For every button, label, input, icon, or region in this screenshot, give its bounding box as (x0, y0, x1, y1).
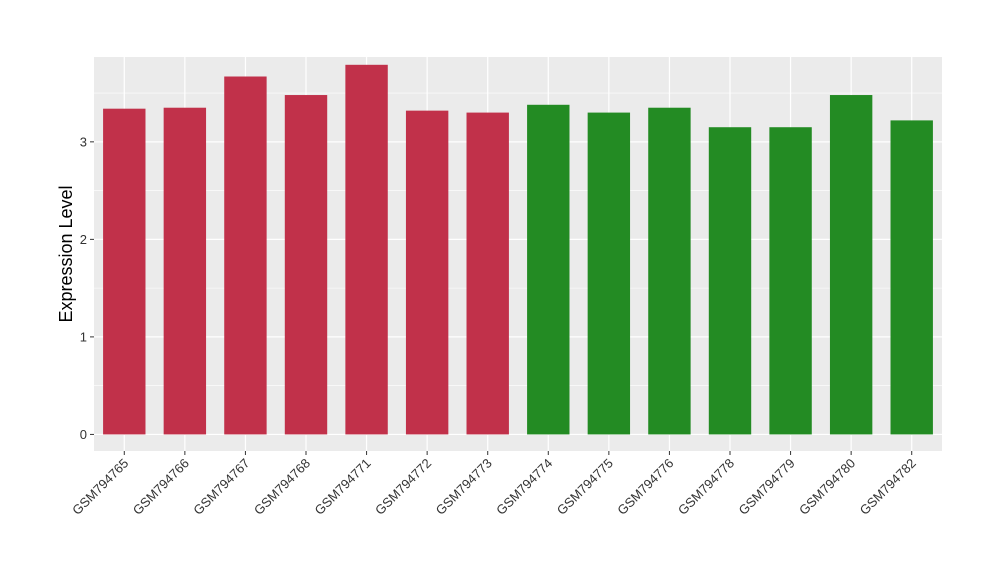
x-tick-label: GSM794772 (372, 456, 434, 518)
x-tick-label: GSM794767 (190, 456, 252, 518)
x-tick-label: GSM794774 (493, 456, 555, 518)
bar-GSM794771 (345, 64, 388, 435)
plot-panel (94, 57, 942, 451)
x-tick-label: GSM794766 (130, 456, 192, 518)
bar-GSM794765 (103, 108, 146, 435)
x-tick-label: GSM794778 (675, 456, 737, 518)
x-tick-label: GSM794776 (614, 456, 676, 518)
bar-GSM794779 (769, 127, 812, 435)
x-tick-label: GSM794773 (433, 456, 495, 518)
x-tick-label: GSM794768 (251, 456, 313, 518)
x-tick-label: GSM794780 (796, 456, 858, 518)
bar-GSM794780 (829, 95, 873, 435)
x-axis: GSM794765GSM794766GSM794767GSM794768GSM7… (69, 451, 919, 518)
bars (103, 64, 933, 435)
x-tick-label: GSM794765 (69, 456, 131, 518)
bar-GSM794774 (527, 104, 570, 435)
bar-GSM794773 (466, 112, 509, 435)
y-tick-label: 3 (80, 134, 87, 149)
bar-GSM794775 (587, 112, 631, 435)
y-axis-title: Expression Level (56, 185, 76, 322)
bar-GSM794778 (708, 127, 752, 435)
bar-GSM794776 (648, 107, 691, 435)
bar-GSM794766 (163, 107, 207, 435)
y-axis: 0 1 2 3 (80, 134, 94, 442)
bar-GSM794767 (224, 76, 267, 435)
x-tick-label: GSM794782 (857, 456, 919, 518)
bar-GSM794782 (890, 120, 933, 435)
y-tick-label: 2 (80, 232, 87, 247)
bar-GSM794772 (405, 110, 449, 435)
x-tick-label: GSM794775 (554, 456, 616, 518)
x-tick-label: GSM794771 (311, 456, 373, 518)
y-tick-label: 1 (80, 329, 87, 344)
bar-GSM794768 (284, 95, 328, 435)
y-tick-label: 0 (80, 427, 87, 442)
x-tick-label: GSM794779 (735, 456, 797, 518)
